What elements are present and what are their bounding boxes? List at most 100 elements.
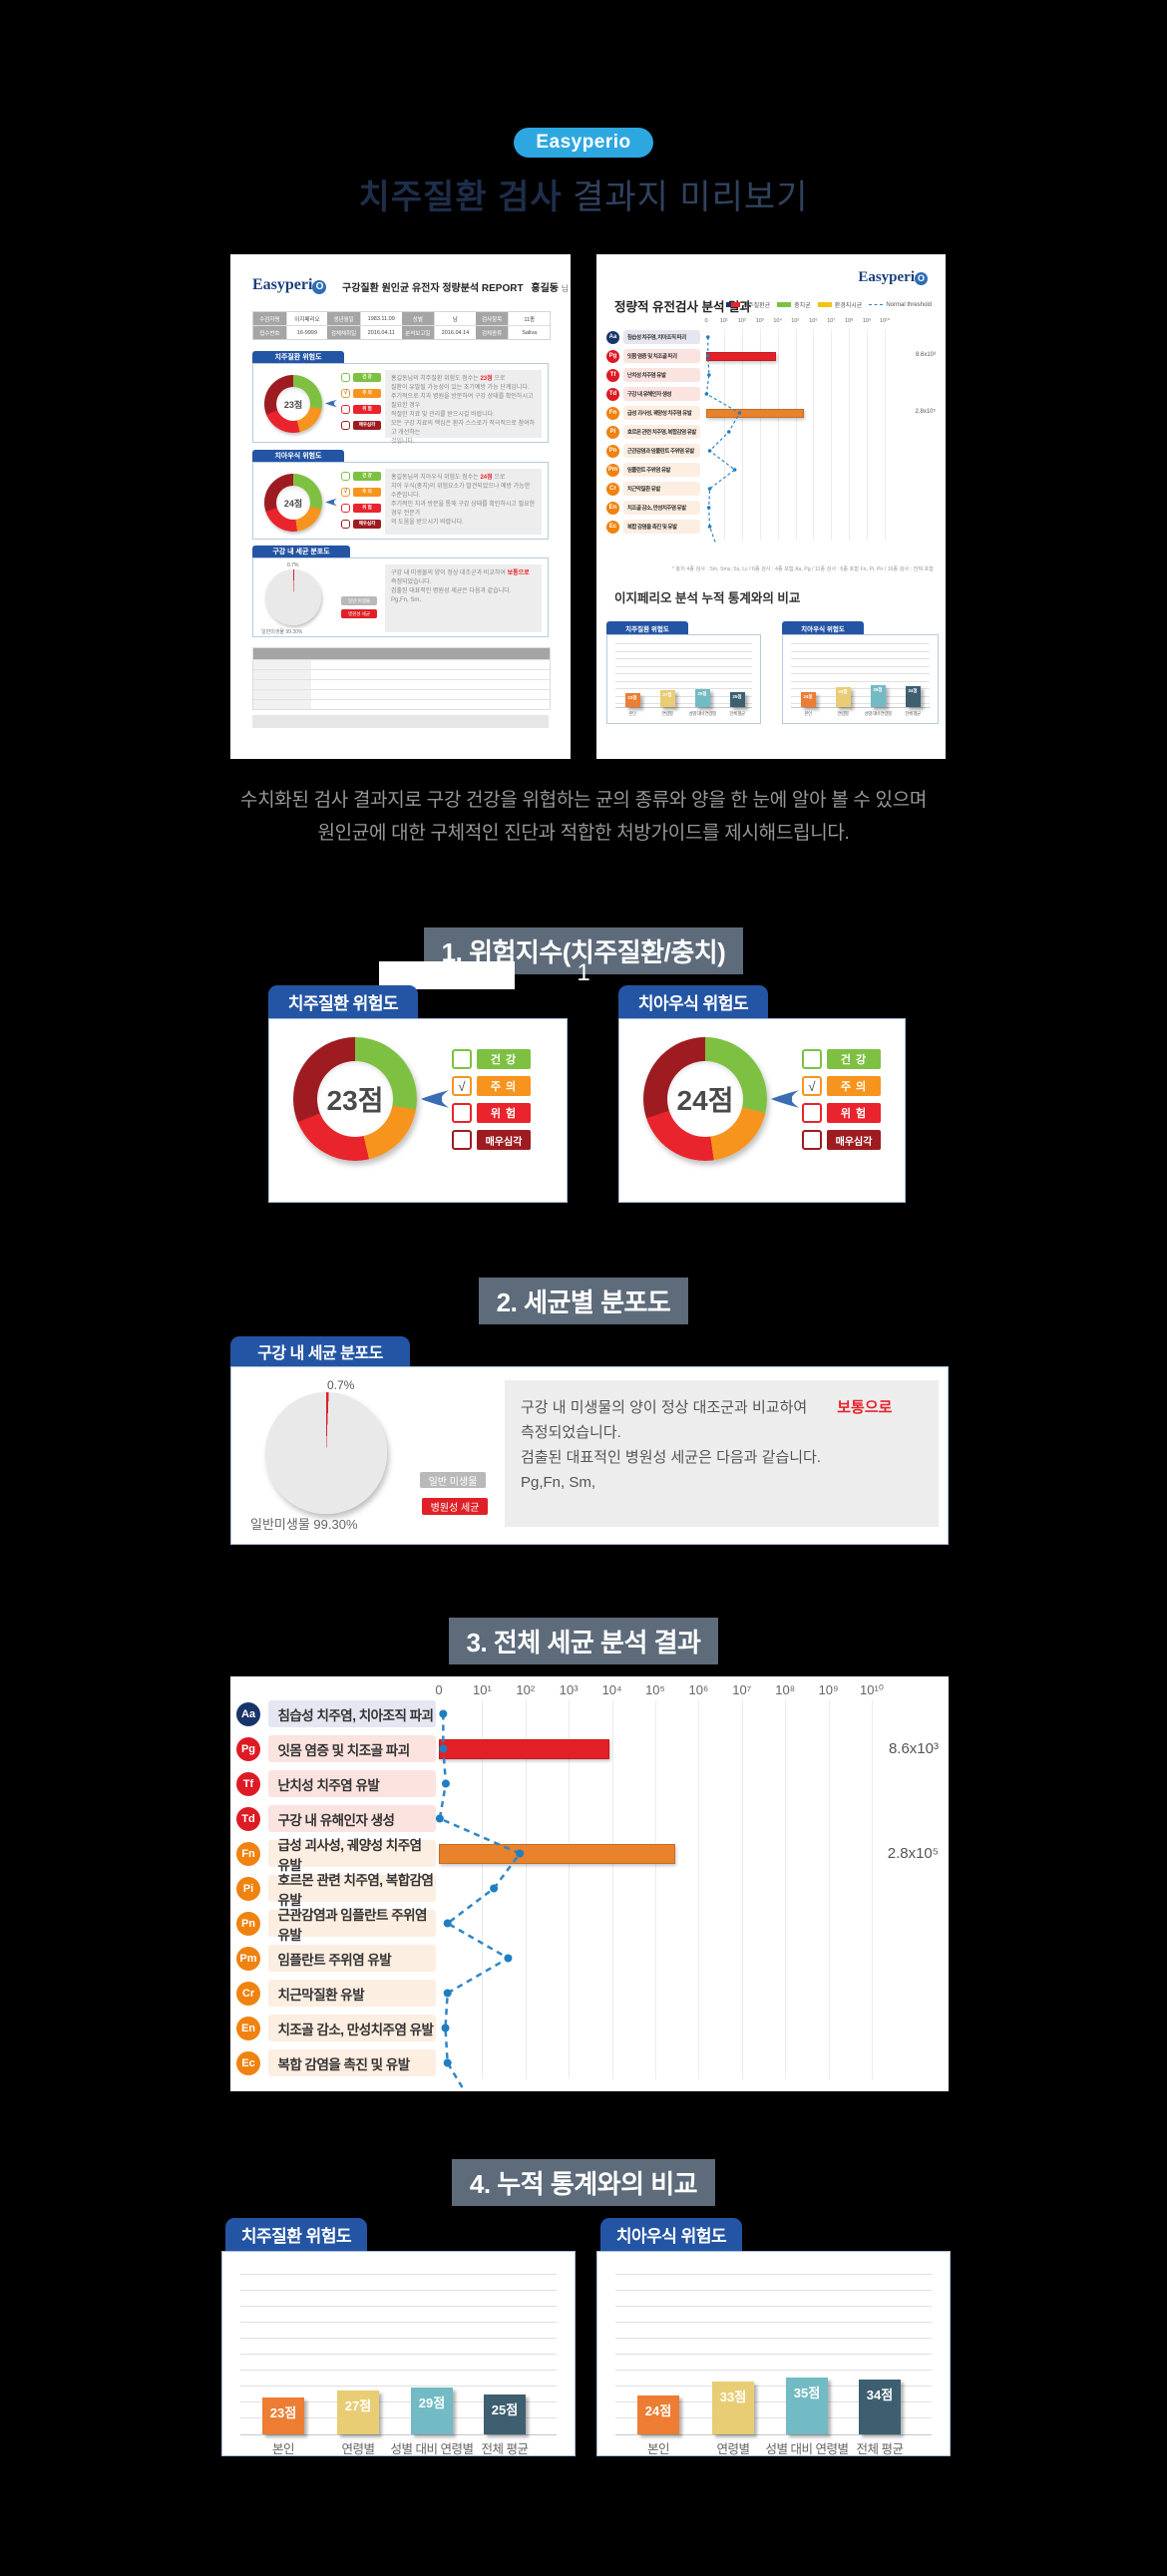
plot-gridline — [655, 1700, 656, 2079]
category-label: 성별 대비 연령별 — [765, 2442, 849, 2456]
mini-chart-footnote: * 충치 4종 검사 : Sm, Sms, Ss, Lc / 6종 검사 : 4… — [671, 566, 934, 572]
page-title-strong: 치주질환 검사 — [358, 179, 563, 216]
legend-checkbox — [452, 1130, 472, 1150]
info-label: 검체종류 — [475, 326, 509, 339]
bacteria-label: 잇몸 염증 및 치조골 파괴 — [268, 1735, 436, 1762]
legend-label: 건 강 — [477, 1049, 531, 1069]
comparison-bar — [262, 2396, 304, 2434]
legend-label: 주 의 — [477, 1076, 531, 1096]
arrow-icon — [421, 1086, 449, 1112]
mini-textbox-perio: 홍길동님의 치주질환 위험도 점수는 23점 으로 질환이 유발될 가능성이 있… — [385, 370, 542, 445]
legend-row: 매우심각 — [452, 1130, 531, 1150]
info-value: 2016.04.11 — [359, 326, 402, 339]
bacteria-bar — [439, 1843, 675, 1864]
mini-tab-distribution: 구강 내 세균 분포도 — [252, 546, 350, 557]
pie-chart — [265, 1392, 387, 1514]
legend-label: 건 강 — [827, 1049, 881, 1069]
arrow-left-icon — [325, 498, 337, 507]
mini-legend-checkbox: √ — [341, 487, 350, 497]
bacteria-code-badge: Pi — [606, 425, 619, 439]
perio-comparison-card: 치주질환 위험도 23점 본인 27점 연령별 29점 성별 대비 연령별 25점 전체 평균 — [221, 2218, 576, 2457]
mini-legend-checkbox — [341, 503, 350, 513]
chart-gridline — [791, 688, 930, 689]
info-value: 16-9999 — [285, 326, 328, 339]
plot-gridline — [777, 329, 779, 540]
page-indicator: 1 — [577, 959, 590, 986]
risk-score: 24점 — [667, 1061, 743, 1137]
plot-gridline — [569, 1700, 571, 2079]
plot-gridline — [828, 1700, 830, 2079]
chart-gridline — [615, 2417, 932, 2418]
chart-baseline — [615, 707, 752, 708]
chart-gridline — [615, 2306, 932, 2307]
mini-normal-microbe-button: 일반 미생물 — [341, 596, 377, 605]
bar-value-label: 25점 — [491, 2401, 519, 2417]
axis-tick: 10¹ — [719, 318, 728, 324]
mini-section-caries-risk: 홍길동님의 치아우식 위험도 점수는 24점 으로 치아 우식(충치)의 위험요… — [252, 462, 549, 540]
comparison-bar — [835, 686, 851, 707]
comparison-bar — [659, 690, 675, 707]
bacteria-code-badge: Pn — [606, 444, 619, 458]
mini-summary-table — [252, 647, 551, 710]
intro-text: 수치화된 검사 결과지로 구강 건강을 위협하는 균의 종류와 양을 한 눈에 … — [0, 784, 1167, 850]
logo-o-icon: O — [915, 272, 928, 285]
chart-gridline — [615, 2274, 932, 2275]
mini-legend-checkbox — [341, 471, 350, 481]
legend-checkbox: √ — [802, 1076, 822, 1096]
section-2-badge: 2. 세균별 분포도 — [478, 1278, 689, 1324]
axis-tick: 10⁶ — [688, 1682, 709, 1697]
axis-tick: 10⁹ — [818, 1682, 839, 1697]
legend-swatch — [725, 302, 740, 307]
pie-percent-label: 0.7% — [327, 1378, 355, 1392]
info-label: 접수번호 — [253, 326, 286, 339]
mini-legend-checkbox — [341, 404, 350, 414]
category-label: 본인 — [646, 2442, 670, 2456]
legend-label: 주 의 — [827, 1076, 881, 1096]
plot-gridline — [723, 329, 725, 540]
legend-checkbox: √ — [452, 1076, 472, 1096]
bacteria-code-badge: En — [236, 2016, 260, 2040]
mini-textbox-distribution: 구강 내 미생물의 양이 정상 대조군과 비교하여 보통으로 측정되었습니다. 검… — [385, 564, 542, 632]
axis-tick: 0 — [704, 318, 708, 324]
bacteria-code-badge: Aa — [236, 1701, 260, 1726]
perio-comparison-tab: 치주질환 위험도 — [225, 2218, 367, 2251]
patient-name: 홍길동 — [531, 283, 559, 294]
plot-gridline — [785, 1700, 787, 2079]
plot-gridline — [885, 329, 886, 540]
legend-label: 매우심각 — [827, 1130, 881, 1150]
bacteria-code-badge: Cr — [236, 1981, 260, 2006]
mini-legend-label: 매우심각 — [353, 519, 381, 529]
mini-legend-row: √ 주 의 — [341, 487, 381, 497]
chart-gridline — [615, 2354, 932, 2355]
chart-gridline — [615, 658, 752, 659]
chart-gridline — [615, 688, 752, 689]
chart-gridline — [240, 2290, 557, 2291]
brand-badge-row: Easyperio — [0, 128, 1167, 158]
comparison-bar — [694, 689, 710, 707]
bacteria-code-badge: Aa — [606, 330, 619, 344]
bacteria-code-badge: Td — [606, 387, 619, 401]
mini-section-distribution: 0.7% 일반미생물 99.30% 일반 미생물 병원성 세균 구강 내 미생물… — [252, 557, 549, 637]
mini-legend-row: 위 험 — [341, 503, 381, 513]
mini-legend-label: 건 강 — [353, 372, 381, 382]
info-label: 수검자명 — [253, 312, 286, 325]
bacteria-value-label: 2.8x10⁵ — [915, 409, 936, 416]
bacteria-code-badge: Pm — [606, 463, 619, 477]
bar-value-label: 24점 — [644, 2403, 672, 2419]
plot-gridline — [872, 1700, 873, 2079]
arrow-left-icon — [771, 1090, 799, 1108]
category-label: 본인 — [804, 711, 812, 716]
mini-legend-checkbox — [341, 372, 350, 382]
bar-value-label: 29점 — [418, 2395, 446, 2411]
page-title: 치주질환 검사 결과지 미리보기 — [0, 170, 1167, 218]
section-2-header: 2. 세균별 분포도 — [0, 1278, 1167, 1324]
chart-gridline — [791, 680, 930, 682]
bacteria-analysis-chart: 0 10¹ 10² 10³ 10⁴ 10⁵ 10⁶ 10⁷ 10⁸ 10⁹ 10¹⁰ Aa 침습성 치주… — [230, 1676, 949, 2091]
legend-row: 건 강 — [452, 1049, 531, 1069]
legend-item: Normal threshold — [869, 302, 932, 308]
info-value: 2016.04.14 — [434, 326, 476, 339]
chart-gridline — [791, 673, 930, 674]
comparison-bar — [870, 685, 886, 707]
bacteria-label: 임플란트 주위염 유발 — [268, 1945, 436, 1972]
